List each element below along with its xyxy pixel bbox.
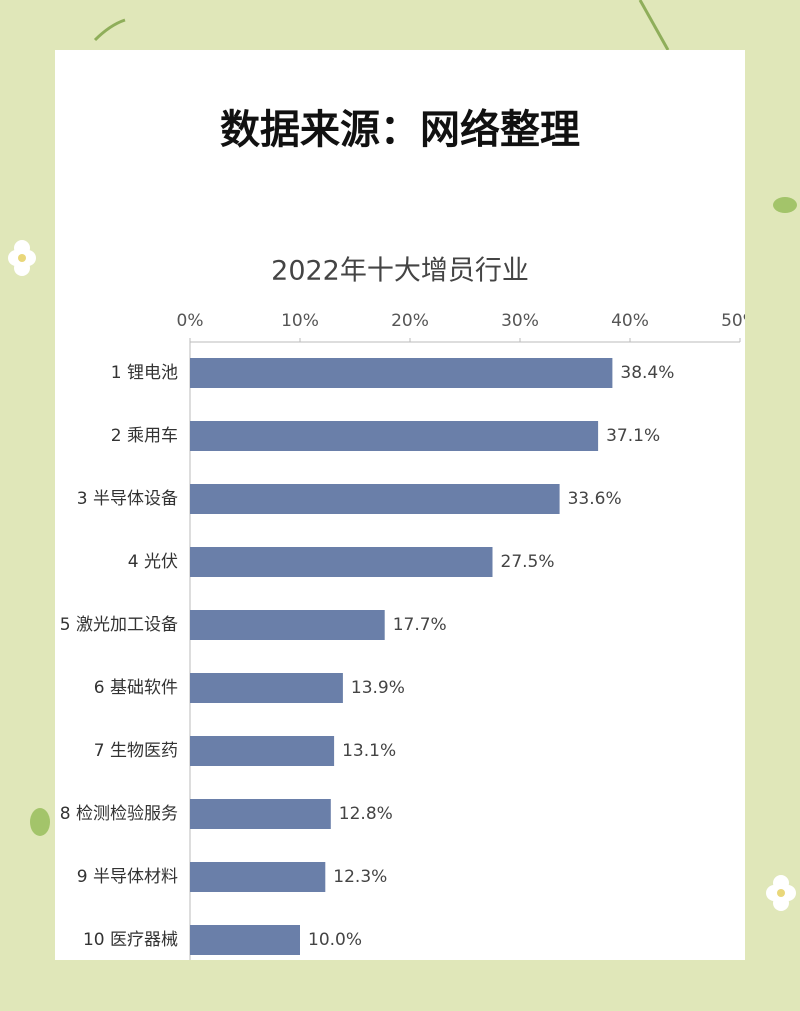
y-tick-label: 5 激光加工设备 (60, 615, 178, 635)
value-label: 27.5% (501, 552, 555, 572)
bar (190, 610, 385, 640)
y-tick-label: 8 检测检验服务 (60, 804, 178, 824)
value-label: 38.4% (620, 363, 674, 383)
value-label: 33.6% (568, 489, 622, 509)
y-tick-label: 9 半导体材料 (77, 867, 178, 887)
value-label: 10.0% (308, 930, 362, 950)
bar (190, 862, 326, 892)
y-tick-label: 1 锂电池 (111, 363, 178, 383)
value-label: 13.9% (351, 678, 405, 698)
x-tick-label: 50% (721, 311, 759, 331)
y-tick-label: 7 生物医药 (94, 741, 178, 761)
page-title: 数据来源：网络整理 (220, 107, 580, 153)
x-tick-label: 20% (391, 311, 429, 331)
y-tick-label: 4 光伏 (128, 552, 178, 572)
x-tick-label: 0% (177, 311, 204, 331)
value-label: 13.1% (342, 741, 396, 761)
value-label: 12.3% (333, 867, 387, 887)
y-tick-label: 3 半导体设备 (77, 489, 178, 509)
bar (190, 421, 599, 451)
y-tick-label: 6 基础软件 (94, 678, 178, 698)
decoration (8, 0, 797, 911)
chart-title: 2022年十大增员行业 (271, 256, 529, 287)
x-tick-label: 40% (611, 311, 649, 331)
bar (190, 484, 560, 514)
value-label: 12.8% (339, 804, 393, 824)
bar (190, 799, 331, 829)
plot: 0% 10% 20% 30% 40% 50% 1 锂电池 38.4% 2 乘用车 37.1% 3 半… (60, 311, 759, 960)
x-tick-label: 10% (281, 311, 319, 331)
x-tick-label: 30% (501, 311, 539, 331)
bar (190, 547, 493, 577)
value-label: 17.7% (393, 615, 447, 635)
y-tick-label: 10 医疗器械 (83, 930, 178, 950)
bar (190, 736, 335, 766)
y-tick-label: 2 乘用车 (111, 426, 178, 446)
bar (190, 358, 613, 388)
value-label: 37.1% (606, 426, 660, 446)
bar (190, 925, 300, 955)
bar (190, 673, 343, 703)
